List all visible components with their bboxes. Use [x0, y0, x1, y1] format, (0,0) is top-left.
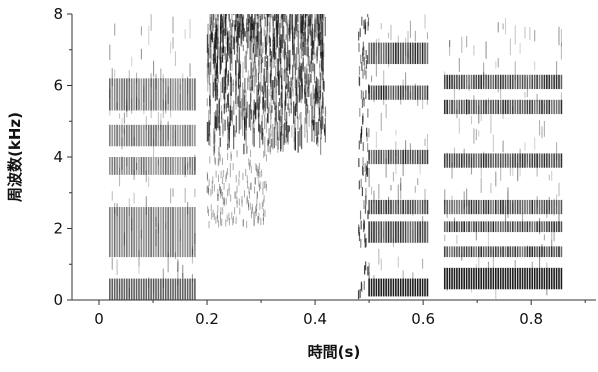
y-tick-label: 8: [53, 5, 63, 23]
x-tick-label: 0.2: [195, 310, 219, 328]
x-tick-label: 0.4: [303, 310, 327, 328]
spectrogram-data-layer: [109, 14, 563, 300]
spectrogram-segment: [357, 14, 370, 300]
spectrogram-segment: [443, 17, 563, 299]
axes-layer: 0 2 4 6 8 0 0.2 0.4 0.6 0.8: [53, 5, 596, 328]
x-tick-label: 0: [94, 310, 104, 328]
x-tick-label: 0.6: [411, 310, 435, 328]
spectrogram-segment: [368, 14, 429, 297]
spectrogram-segment: [206, 14, 327, 229]
y-tick-label: 6: [53, 77, 63, 95]
y-axis-title: 周波数(kHz): [6, 112, 24, 202]
y-tick-label: 0: [53, 291, 63, 309]
y-tick-label: 2: [53, 220, 63, 238]
spectrogram-segment: [109, 14, 196, 300]
x-tick-label: 0.8: [519, 310, 543, 328]
x-axis-title: 時間(s): [308, 343, 361, 361]
y-tick-label: 4: [53, 148, 63, 166]
